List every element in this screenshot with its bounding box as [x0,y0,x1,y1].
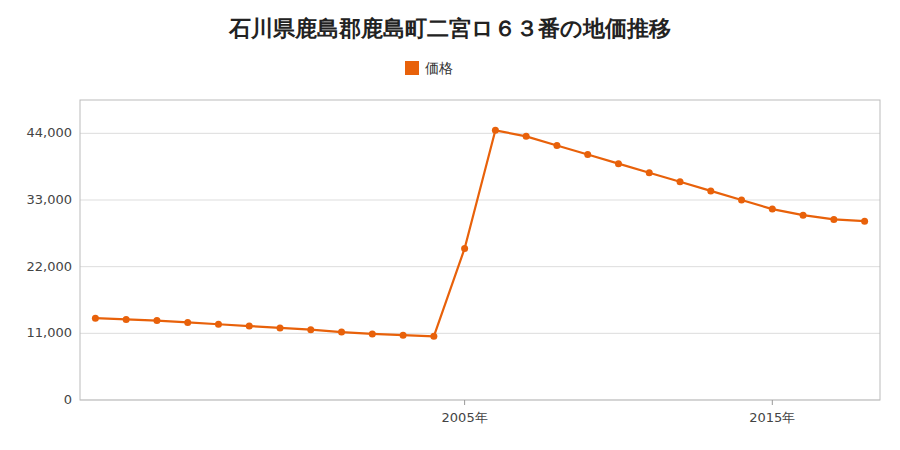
point [615,160,622,167]
point [677,178,684,185]
point [153,317,160,324]
y-tick-label: 22,000 [27,259,73,274]
title: 石川県鹿島郡鹿島町二宮ロ６３番の地価推移 [228,16,671,41]
point [215,321,222,328]
plot-data [92,127,868,340]
point [492,127,499,134]
point [307,326,314,333]
grid-line [80,266,880,267]
chart: 石川県鹿島郡鹿島町二宮ロ６３番の地価推移価格 0 11,000 22,000 33,00… [0,0,900,450]
y-tick-label: 44,000 [27,125,73,140]
point [369,330,376,337]
grid-line [80,333,880,334]
legend: 価格 [405,60,453,76]
point [738,197,745,204]
point [830,216,837,223]
point [584,151,591,158]
y-tick-label: 0 [64,392,72,407]
point [400,332,407,339]
point [523,133,530,140]
grid-line [80,133,880,134]
y-tick-label: 11,000 [27,325,73,340]
point [92,315,99,322]
point [861,218,868,225]
point [338,329,345,336]
point [246,323,253,330]
y-tick-label: 33,000 [27,192,73,207]
point [800,212,807,219]
x-tick-label: 2015年 [749,410,795,425]
point [430,333,437,340]
line [95,130,864,336]
point [461,245,468,252]
point [123,316,130,323]
x-tick [464,400,465,405]
x-tick [772,400,773,405]
point [646,169,653,176]
axes: 0 11,000 22,000 33,000 44,000 2005年 2015年 [27,100,881,425]
legend-label: 価格 [425,60,453,76]
legend-swatch [405,61,419,75]
point [553,142,560,149]
point [769,206,776,213]
point [277,324,284,331]
grid-line [80,200,880,201]
point [184,319,191,326]
point [707,187,714,194]
x-tick-label: 2005年 [442,410,488,425]
plot-frame [80,100,880,400]
